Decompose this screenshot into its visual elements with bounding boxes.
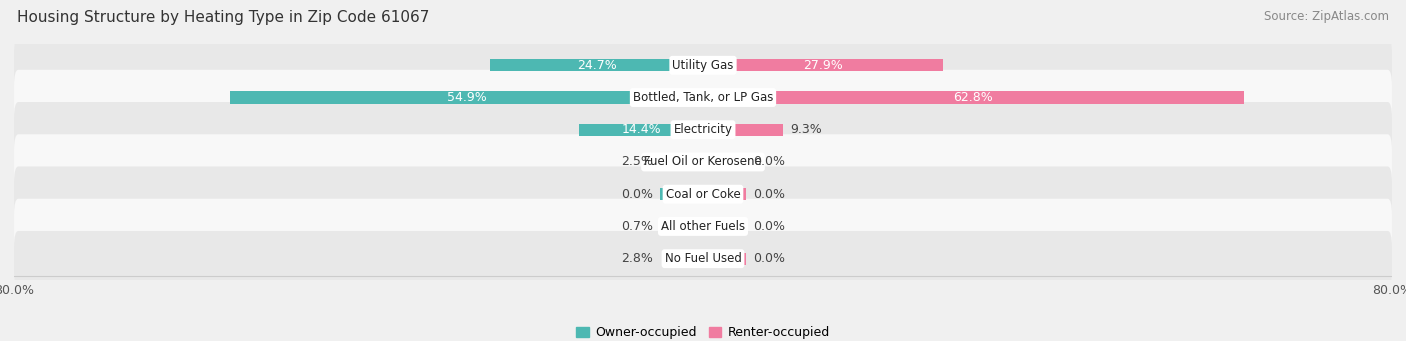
Bar bbox=[703, 253, 747, 265]
Text: 0.0%: 0.0% bbox=[754, 220, 785, 233]
Text: Utility Gas: Utility Gas bbox=[672, 59, 734, 72]
Bar bbox=[697, 220, 703, 233]
Text: Electricity: Electricity bbox=[673, 123, 733, 136]
Text: 62.8%: 62.8% bbox=[953, 91, 993, 104]
Bar bbox=[703, 188, 747, 200]
Text: 2.8%: 2.8% bbox=[621, 252, 652, 265]
Text: 0.0%: 0.0% bbox=[754, 188, 785, 201]
Text: 54.9%: 54.9% bbox=[447, 91, 486, 104]
Text: No Fuel Used: No Fuel Used bbox=[665, 252, 741, 265]
FancyBboxPatch shape bbox=[14, 134, 1392, 190]
Text: Housing Structure by Heating Type in Zip Code 61067: Housing Structure by Heating Type in Zip… bbox=[17, 10, 429, 25]
Bar bbox=[682, 156, 703, 168]
Text: 0.0%: 0.0% bbox=[754, 252, 785, 265]
Text: 0.0%: 0.0% bbox=[754, 155, 785, 168]
Text: 0.7%: 0.7% bbox=[621, 220, 652, 233]
Bar bbox=[679, 253, 703, 265]
FancyBboxPatch shape bbox=[14, 70, 1392, 125]
Bar bbox=[703, 156, 747, 168]
Bar bbox=[703, 220, 747, 233]
FancyBboxPatch shape bbox=[14, 199, 1392, 254]
FancyBboxPatch shape bbox=[14, 231, 1392, 286]
FancyBboxPatch shape bbox=[14, 38, 1392, 93]
Text: 14.4%: 14.4% bbox=[621, 123, 661, 136]
Legend: Owner-occupied, Renter-occupied: Owner-occupied, Renter-occupied bbox=[576, 326, 830, 339]
Text: Bottled, Tank, or LP Gas: Bottled, Tank, or LP Gas bbox=[633, 91, 773, 104]
Text: 0.0%: 0.0% bbox=[621, 188, 652, 201]
Text: Fuel Oil or Kerosene: Fuel Oil or Kerosene bbox=[644, 155, 762, 168]
Text: 27.9%: 27.9% bbox=[803, 59, 844, 72]
Text: Coal or Coke: Coal or Coke bbox=[665, 188, 741, 201]
Text: 9.3%: 9.3% bbox=[790, 123, 821, 136]
Text: All other Fuels: All other Fuels bbox=[661, 220, 745, 233]
Bar bbox=[579, 124, 703, 136]
Bar bbox=[231, 91, 703, 104]
Bar bbox=[703, 91, 1244, 104]
Bar bbox=[659, 188, 703, 200]
Bar bbox=[703, 124, 783, 136]
Text: 2.5%: 2.5% bbox=[621, 155, 652, 168]
Bar bbox=[703, 59, 943, 71]
Bar bbox=[491, 59, 703, 71]
FancyBboxPatch shape bbox=[14, 102, 1392, 158]
Text: 24.7%: 24.7% bbox=[576, 59, 616, 72]
FancyBboxPatch shape bbox=[14, 166, 1392, 222]
Text: Source: ZipAtlas.com: Source: ZipAtlas.com bbox=[1264, 10, 1389, 23]
